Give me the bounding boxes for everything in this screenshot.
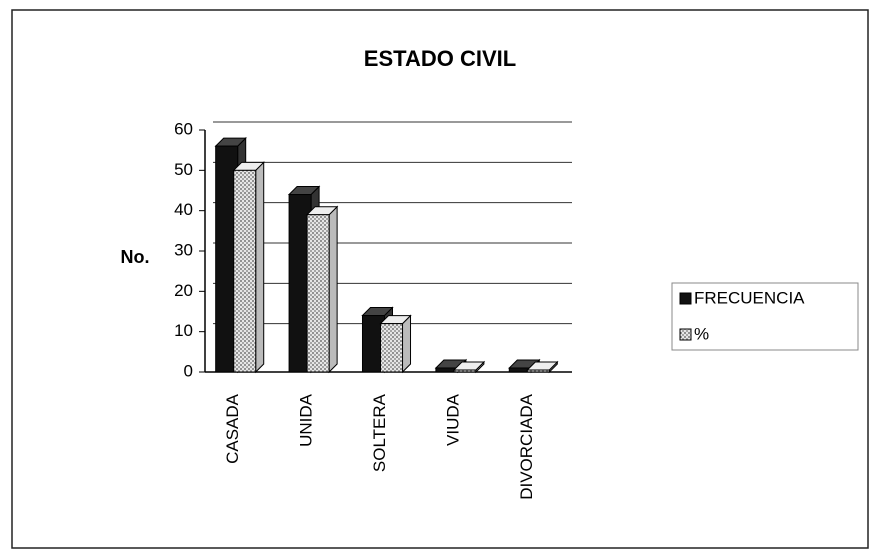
bar-side	[255, 161, 265, 374]
bar	[453, 369, 477, 373]
frame	[11, 9, 869, 549]
bar	[380, 323, 404, 373]
legend-box	[671, 282, 859, 351]
chart-title: ESTADO CIVIL	[364, 46, 516, 71]
y-axis-label: No.	[121, 247, 150, 267]
x-tick-label: DIVORCIADA	[517, 393, 536, 499]
legend-swatch	[679, 328, 692, 341]
legend-label: %	[694, 324, 709, 343]
x-tick-label: UNIDA	[297, 393, 316, 447]
y-tick-label: 0	[184, 361, 193, 380]
y-tick-label: 20	[174, 281, 193, 300]
x-tick-label: VIUDA	[443, 393, 462, 446]
y-tick-label: 30	[174, 240, 193, 259]
y-tick-label: 40	[174, 200, 193, 219]
y-tick-label: 50	[174, 160, 193, 179]
legend-label: FRECUENCIA	[694, 288, 805, 307]
x-tick-label: SOLTERA	[370, 393, 389, 472]
bar	[233, 169, 257, 373]
y-tick-label: 10	[174, 321, 193, 340]
legend-swatch	[679, 292, 692, 305]
x-tick-label: CASADA	[223, 393, 242, 464]
bar	[526, 369, 550, 373]
y-tick-label: 60	[174, 119, 193, 138]
bar-side	[328, 205, 338, 374]
bar	[306, 214, 330, 373]
bar-side	[402, 314, 412, 374]
